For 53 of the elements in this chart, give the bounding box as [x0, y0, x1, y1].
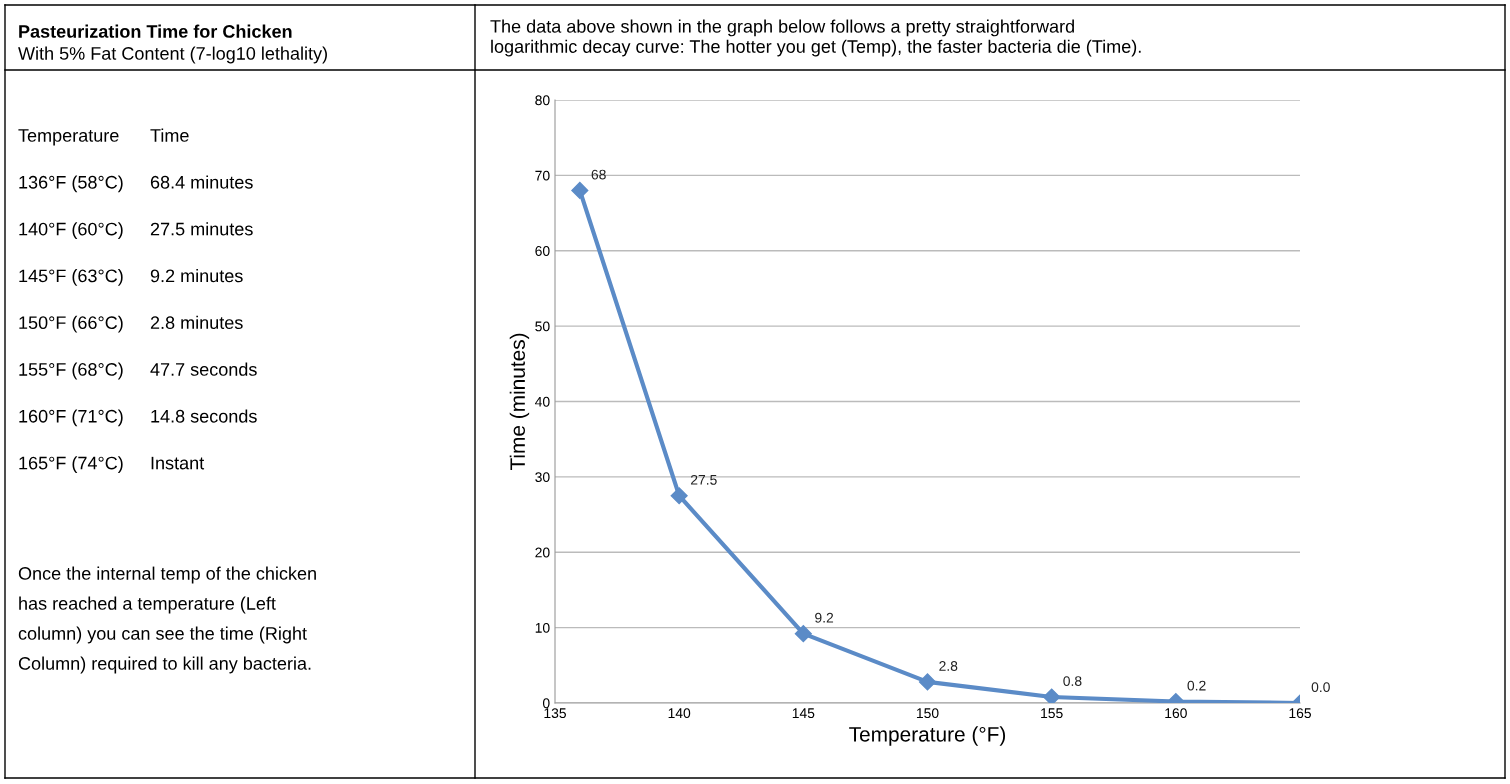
x-tick-label: 155: [1041, 708, 1063, 719]
text: 0.2: [1187, 680, 1206, 691]
y-tick-label: 70: [535, 170, 550, 181]
text: 0.0: [1311, 682, 1330, 693]
text: 68: [591, 169, 606, 180]
y-tick-label: 60: [535, 246, 550, 256]
point: [1043, 688, 1061, 703]
x-tick-label: 135: [544, 708, 567, 719]
text: 136°F (58°C): [19, 175, 123, 193]
text: column) you can see the time (Right: [18, 626, 307, 644]
text: Instant: [151, 456, 205, 470]
y-tick-label: 40: [535, 396, 550, 407]
text: 27.5 minutes: [150, 222, 253, 236]
text: 140°F (60°C): [19, 222, 123, 240]
y-tick-label: 20: [535, 547, 550, 558]
text: 0.8: [1063, 676, 1082, 686]
text: 68.4 minutes: [150, 175, 253, 189]
y-tick-label: 80: [535, 95, 550, 106]
text: Pasteurization Time for Chicken: [19, 24, 292, 38]
text: 165°F (74°C): [19, 456, 123, 474]
text: 2.8 minutes: [150, 315, 243, 330]
point: [670, 487, 688, 505]
text: Column) required to kill any bacteria.: [18, 656, 311, 674]
y-tick-label: 30: [535, 472, 550, 483]
chart-title: The data above shown in the graph below follows a pretty straightforward logarithmic decay curve: The hotter you get (Temp), the faster bacteria die (Time).: [490, 19, 1141, 57]
text: Once the internal temp of the chicken: [18, 566, 316, 584]
y-tick-label: 0: [542, 698, 550, 709]
text: 2.8: [939, 661, 958, 671]
y-axis-title: Time (minutes): [509, 333, 530, 471]
point: [571, 181, 589, 200]
text: With 5% Fat Content (7-log10 lethality): [18, 46, 327, 64]
x-tick-label: 140: [668, 708, 691, 719]
text: 150°F (66°C): [19, 315, 123, 333]
x-tick-label: 145: [792, 708, 815, 719]
text: has reached a temperature (Left: [19, 596, 276, 614]
y-tick-label: 10: [535, 622, 550, 633]
y-tick-label: 50: [535, 321, 550, 332]
text: 155°F (68°C): [19, 362, 123, 380]
text: Temperature: [18, 129, 119, 146]
x-tick-label: 165: [1289, 708, 1312, 719]
text: 9.2: [815, 612, 834, 623]
text: 47.7 seconds: [150, 362, 257, 376]
text: Time: [150, 128, 189, 142]
point: [794, 625, 812, 643]
text: 160°F (71°C): [19, 409, 123, 427]
text: 14.8 seconds: [151, 409, 257, 423]
x-axis-title: Temperature (°F): [849, 726, 1006, 746]
text: 145°F (63°C): [19, 268, 123, 286]
x-tick-label: 150: [916, 708, 939, 719]
text: 9.2 minutes: [150, 268, 243, 283]
point: [918, 673, 937, 691]
text: 27.5: [690, 474, 717, 485]
x-tick-label: 160: [1165, 708, 1187, 719]
